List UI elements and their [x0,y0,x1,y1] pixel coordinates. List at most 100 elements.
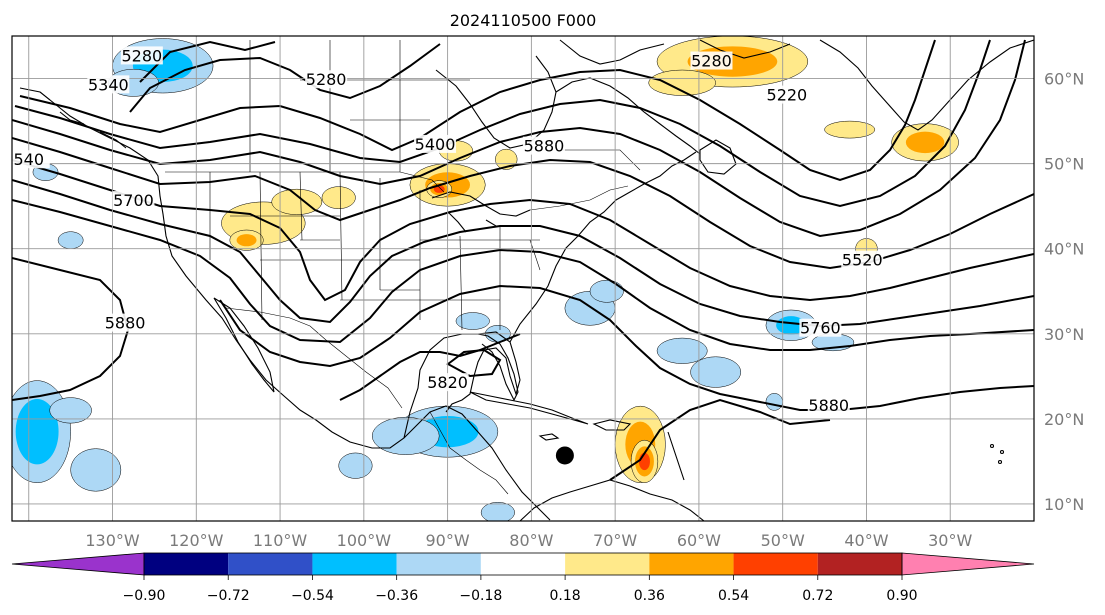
negative-anomaly-shade [480,502,515,521]
contour-label-background [807,396,850,415]
negative-anomaly-shade [57,231,84,249]
negative-anomaly-shade [49,397,92,424]
positive-anomaly-shade [321,186,356,209]
contour-label-background [305,70,348,89]
contour-line [129,43,441,113]
contour-label-background [799,318,842,337]
contour-label: 5880 [105,314,146,333]
contour-label-background [522,136,565,155]
negative-anomaly-shade [70,448,122,492]
coastline-alaska [19,87,127,149]
coastline-east-coast [509,151,697,343]
colorbar-segment [228,553,313,575]
coastline-arctic [559,39,791,65]
colorbar-segment [817,553,902,575]
contour-label: 5700 [113,191,154,210]
colorbar-segment [733,553,818,575]
positive-anomaly-shade [433,185,445,193]
colorbar-tick-label: 0.54 [718,588,749,604]
contour-label-background [841,250,884,269]
coastline-labrador [555,77,701,155]
coastline-jamaica [538,433,560,441]
contour-line [12,39,1026,238]
longitude-tick-label: 50°W [761,531,805,550]
contour-label: 5880 [524,137,565,156]
coastline-florida [477,333,519,402]
coastline-gulf [403,331,521,439]
colorbar-segment [144,553,229,575]
coastline-lesser-antilles [667,431,685,481]
longitude-tick-label: 70°W [593,531,637,550]
contour-label-background [765,85,808,104]
colorbar-segment [649,553,734,575]
latitude-tick-label: 60°N [1044,70,1084,89]
map-background [12,36,1034,521]
negative-anomaly-shade [765,393,783,411]
contour-line [19,39,936,182]
colorbar-extend-low [11,552,145,576]
positive-anomaly-shade [495,148,518,170]
cape-verde-island [999,449,1005,455]
longitude-tick-label: 60°W [677,531,721,550]
longitude-tick-label: 130°W [85,531,140,550]
cape-verde-island [997,459,1003,465]
map-frame [11,35,1035,522]
latitude-tick-label: 10°N [1044,495,1084,514]
colorbar-tick-label: 0.90 [886,588,917,604]
map-title: 2024110500 F000 [450,11,597,30]
colorbar-segment [396,553,481,575]
contour-line [219,284,1034,411]
contour-label: 5340 [88,75,129,94]
graticule [12,36,1034,521]
state-borders [209,171,541,331]
latitude-tick-label: 40°N [1044,240,1084,259]
positive-anomaly-shade [638,452,650,471]
latitude-tick-label: 30°N [1044,325,1084,344]
contour-label: 5280 [121,46,162,65]
negative-anomaly-shade [656,337,708,364]
colorbar-tick-label: 0.36 [634,588,665,604]
longitude-tick-label: 120°W [169,531,224,550]
contour-label: 5820 [427,373,468,392]
contour-label: 540 [13,150,44,169]
colorbar-outline [143,552,903,576]
contour-label-background [120,46,163,65]
negative-anomaly-shade [776,316,807,335]
coastline-layer [19,39,1034,521]
latitude-tick-label: 20°N [1044,410,1084,429]
negative-anomaly-shade [690,356,742,388]
positive-anomaly-shade [905,131,945,154]
province-borders [249,40,641,172]
longitude-tick-label: 90°W [426,531,470,550]
contour-label-background [7,150,50,169]
positive-anomaly-shade [271,188,323,215]
contour-line [12,199,1034,351]
contour-label: 5280 [691,52,732,71]
contour-label-background [87,75,130,94]
contour-label: 5220 [767,86,808,105]
colorbar-segment [565,553,650,575]
cape-verde-island [989,443,995,449]
positive-anomaly-shade [824,120,876,139]
negative-anomaly-shade [589,279,624,303]
contour-line [339,333,521,401]
contour-line [446,348,502,378]
contour-label-background [112,191,155,210]
contour-label-background [414,134,457,153]
positive-anomaly-shade [236,234,257,247]
contour-label: 5280 [306,70,347,89]
colorbar-extend-high [901,552,1035,576]
colorbar-tick-label: 0.72 [802,588,833,604]
negative-anomaly-shade [338,452,373,479]
negative-anomaly-shade [455,312,490,330]
contour-label-layer: 5280 5340 5280 5400 5880 5280 5220 540 5700 5880 5… [7,46,884,415]
latitude-ticks: 60°N 50°N 40°N 30°N 20°N 10°N [1044,70,1084,514]
contour-line [609,398,831,481]
longitude-tick-label: 30°W [928,531,972,550]
contour-label: 5760 [800,319,841,338]
colorbar-tick-label: −0.90 [123,588,166,604]
contour-label: 5400 [415,135,456,154]
border-central-america [429,411,509,495]
colorbar-segment [480,553,566,575]
